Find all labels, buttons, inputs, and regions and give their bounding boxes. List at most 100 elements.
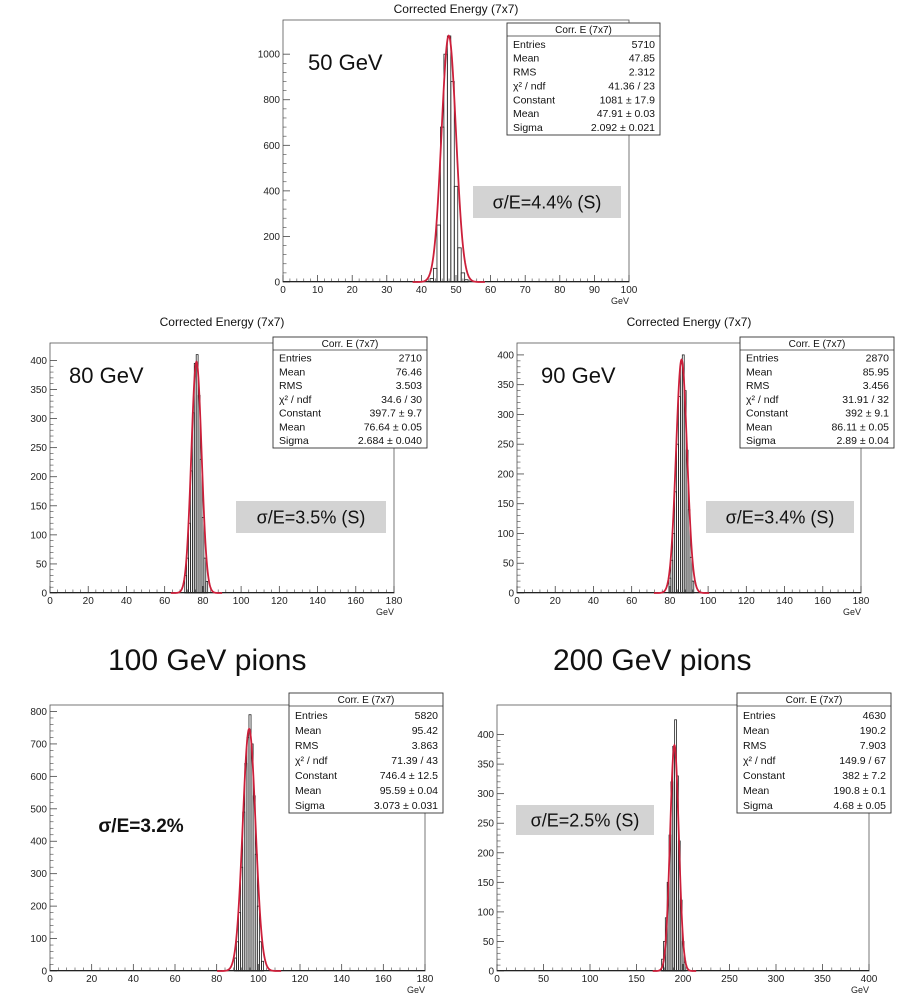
x-tick-label: 40 — [588, 596, 600, 607]
stats-key: χ² / ndf — [279, 394, 311, 406]
resolution-box — [516, 805, 654, 835]
y-tick-label: 200 — [497, 469, 514, 480]
x-tick-label: 80 — [197, 596, 209, 607]
y-tick-label: 200 — [30, 902, 47, 913]
y-tick-label: 0 — [274, 278, 280, 289]
y-tick-label: 600 — [30, 772, 47, 783]
x-tick-label: 100 — [700, 596, 717, 607]
stats-title: Corr. E (7x7) — [786, 695, 843, 706]
stats-value: 86.11 ± 0.05 — [831, 421, 889, 433]
stats-key: Mean — [295, 785, 321, 797]
y-tick-label: 300 — [30, 869, 47, 880]
stats-value: 4.68 ± 0.05 — [834, 800, 887, 812]
stats-value: 2.312 — [629, 67, 655, 79]
stats-key: Sigma — [743, 800, 773, 812]
x-tick-label: 30 — [381, 285, 393, 296]
x-tick-label: 300 — [768, 974, 785, 985]
histogram-bin — [256, 905, 260, 972]
y-tick-label: 100 — [497, 529, 514, 540]
x-tick-label: 20 — [83, 596, 95, 607]
stats-key: Mean — [513, 108, 539, 120]
stats-key: RMS — [295, 740, 318, 752]
resolution-label: σ/E=3.2% — [98, 816, 183, 837]
x-axis-label: GeV — [376, 607, 394, 617]
stats-value: 5710 — [632, 39, 656, 51]
stats-value: 47.85 — [629, 53, 655, 65]
stats-value: 76.64 ± 0.05 — [364, 421, 422, 433]
histogram-bin — [446, 35, 452, 283]
stats-value: 397.7 ± 9.7 — [370, 408, 423, 420]
histogram-bin — [691, 580, 695, 594]
x-tick-label: 140 — [309, 596, 326, 607]
y-tick-label: 350 — [30, 385, 47, 396]
chart-title: Corrected Energy (7x7) — [394, 2, 519, 16]
stats-key: Mean — [295, 725, 321, 737]
stats-key: RMS — [513, 67, 536, 79]
x-tick-label: 20 — [86, 974, 98, 985]
stats-title: Corr. E (7x7) — [322, 339, 379, 350]
y-tick-label: 250 — [30, 443, 47, 454]
x-tick-label: 200 — [675, 974, 692, 985]
gaussian-fit-curve — [217, 727, 282, 972]
histogram-bin — [689, 556, 693, 594]
gaussian-fit-curve — [653, 358, 710, 594]
stats-key: Mean — [743, 785, 769, 797]
x-tick-label: 50 — [538, 974, 550, 985]
x-tick-label: 40 — [128, 974, 140, 985]
gaussian-fit-curve — [652, 743, 697, 972]
chart-panel-2: Corrected Energy (7x7) 0 20 40 60 80 100 120 140… — [30, 315, 428, 617]
x-tick-label: 0 — [47, 974, 53, 985]
x-tick-label: 100 — [233, 596, 250, 607]
stats-value: 746.4 ± 12.5 — [380, 770, 438, 782]
resolution-label: σ/E=4.4% (S) — [493, 192, 602, 212]
y-tick-label: 0 — [41, 967, 47, 978]
resolution-box — [473, 186, 621, 218]
y-tick-label: 300 — [477, 789, 494, 800]
x-tick-label: 60 — [159, 596, 171, 607]
y-tick-label: 100 — [30, 934, 47, 945]
y-tick-label: 400 — [263, 186, 280, 197]
stats-key: Entries — [743, 710, 776, 722]
stats-key: Mean — [746, 366, 772, 378]
x-tick-label: 0 — [514, 596, 520, 607]
stats-box-frame — [506, 22, 661, 136]
y-tick-label: 400 — [30, 837, 47, 848]
y-tick-label: 800 — [263, 95, 280, 106]
stats-value: 392 ± 9.1 — [845, 408, 889, 420]
x-tick-label: 160 — [375, 974, 392, 985]
x-tick-label: 60 — [485, 285, 497, 296]
stats-value: 190.8 ± 0.1 — [834, 785, 887, 797]
histogram-bin — [460, 272, 466, 283]
chart-panel-1: Corrected Energy (7x7) 0 10 20 30 40 50 60 70 80 9… — [258, 2, 661, 306]
gaussian-fit-curve — [170, 360, 223, 594]
histogram-bin — [453, 185, 459, 283]
stats-value: 2.89 ± 0.04 — [837, 435, 890, 447]
stats-key: RMS — [743, 740, 766, 752]
y-tick-label: 600 — [263, 141, 280, 152]
y-tick-label: 300 — [30, 414, 47, 425]
stats-box-frame — [736, 692, 892, 814]
x-tick-label: 180 — [853, 596, 870, 607]
x-tick-label: 120 — [292, 974, 309, 985]
stats-key: Constant — [295, 770, 337, 782]
resolution-label: σ/E=2.5% (S) — [531, 810, 640, 830]
stats-key: χ² / ndf — [295, 755, 327, 767]
y-tick-label: 1000 — [258, 50, 281, 61]
stats-value: 4630 — [863, 710, 887, 722]
x-tick-label: 90 — [589, 285, 601, 296]
y-tick-label: 200 — [30, 472, 47, 483]
x-tick-label: 0 — [280, 285, 286, 296]
stats-value: 76.46 — [396, 366, 422, 378]
y-tick-label: 400 — [30, 356, 47, 367]
x-axis-label: GeV — [611, 296, 629, 306]
histogram-bin — [436, 224, 441, 283]
y-tick-label: 0 — [488, 967, 494, 978]
stats-key: Sigma — [746, 435, 776, 447]
stats-box-frame — [272, 336, 428, 449]
histogram-bin — [205, 580, 209, 594]
stats-key: Constant — [743, 770, 785, 782]
section-label-200gev: 200 GeV pions — [553, 644, 752, 677]
x-tick-label: 100 — [250, 974, 267, 985]
stats-value: 95.42 — [412, 725, 438, 737]
